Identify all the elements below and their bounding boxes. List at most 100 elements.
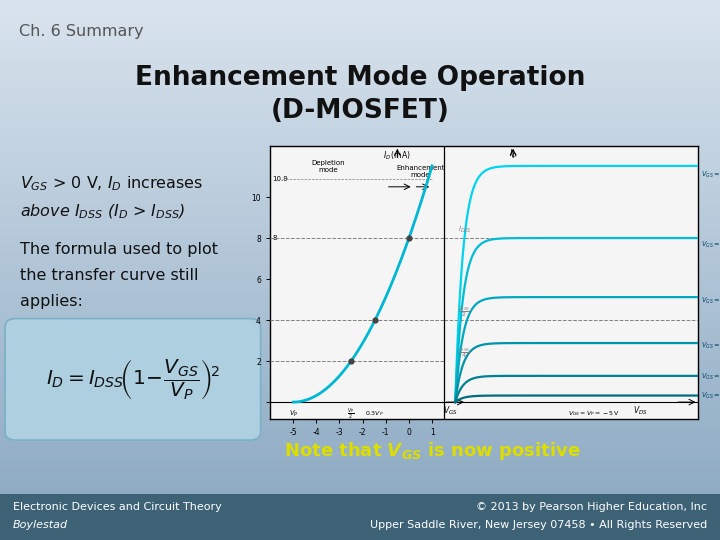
Bar (0, 3, 720, 5)
Bar (0, 27, 720, 30)
Bar (0, 259, 720, 262)
Bar (0, 502, 720, 505)
Bar (0, 418, 720, 421)
Bar (0, 356, 720, 359)
Bar (0, 443, 720, 445)
Bar (0, 211, 720, 213)
FancyBboxPatch shape (5, 319, 261, 440)
Bar (0, 305, 720, 308)
Text: $I_D\,(\mathrm{mA})$: $I_D\,(\mathrm{mA})$ (384, 150, 411, 163)
Text: above $I_{DSS}$ ($I_D$ > $I_{DSS}$): above $I_{DSS}$ ($I_D$ > $I_{DSS}$) (20, 202, 186, 221)
Bar (0, 78, 720, 81)
Text: $V_P$: $V_P$ (289, 408, 298, 418)
Text: $V_{GS}=-4\,\mathrm{V}$: $V_{GS}=-4\,\mathrm{V}$ (701, 391, 720, 401)
Bar (0, 529, 720, 532)
Bar (0, 265, 720, 267)
Bar (0, 491, 720, 494)
Bar (0, 494, 720, 540)
Bar (0, 410, 720, 413)
Bar (0, 197, 720, 200)
Bar (0, 294, 720, 297)
Bar (0, 381, 720, 383)
Text: $V_{GS}=V_P=-5\,\mathrm{V}$: $V_{GS}=V_P=-5\,\mathrm{V}$ (568, 409, 620, 418)
Bar (0, 537, 720, 540)
Text: the transfer curve still: the transfer curve still (20, 268, 199, 283)
Bar (0, 394, 720, 397)
Bar (0, 202, 720, 205)
Bar (0, 116, 720, 119)
Bar (0, 108, 720, 111)
Bar (0, 446, 720, 448)
Bar (0, 35, 720, 38)
Text: 10.9: 10.9 (272, 176, 288, 181)
Bar (0, 535, 720, 537)
Bar (0, 278, 720, 281)
Bar (0, 343, 720, 346)
Bar (0, 81, 720, 84)
Bar (0, 51, 720, 54)
Bar (0, 132, 720, 135)
Bar (0, 119, 720, 122)
Bar (0, 103, 720, 105)
Bar (0, 494, 720, 497)
Bar (0, 92, 720, 94)
Bar (0, 254, 720, 256)
Bar (0, 392, 720, 394)
Bar (0, 73, 720, 76)
Bar (0, 513, 720, 516)
Bar (0, 335, 720, 338)
Bar (0, 386, 720, 389)
Bar (0, 173, 720, 176)
Bar (0, 151, 720, 154)
Text: Depletion
mode: Depletion mode (311, 160, 345, 173)
Bar (0, 416, 720, 418)
Bar (0, 378, 720, 381)
Bar (0, 11, 720, 14)
Bar (0, 59, 720, 62)
Bar (0, 111, 720, 113)
Bar (0, 14, 720, 16)
Bar (0, 205, 720, 208)
Bar (0, 413, 720, 416)
Bar (0, 0, 720, 3)
Bar (0, 440, 720, 443)
Bar (0, 351, 720, 354)
Bar (0, 240, 720, 243)
Bar (0, 346, 720, 348)
Bar (0, 219, 720, 221)
Bar (0, 313, 720, 316)
Bar (0, 76, 720, 78)
Text: $\dfrac{I_{DSS}}{2}$: $\dfrac{I_{DSS}}{2}$ (458, 304, 470, 319)
Bar (0, 370, 720, 373)
Bar (0, 140, 720, 143)
Bar (0, 154, 720, 157)
Bar (0, 143, 720, 146)
Bar (0, 246, 720, 248)
Bar (0, 400, 720, 402)
Bar (0, 38, 720, 40)
Text: Electronic Devices and Circuit Theory: Electronic Devices and Circuit Theory (13, 502, 222, 511)
Text: $V_{GS}=0\,\mathrm{V}$: $V_{GS}=0\,\mathrm{V}$ (701, 240, 720, 249)
Text: $\frac{V_P}{2}$: $\frac{V_P}{2}$ (348, 406, 355, 421)
Bar (0, 489, 720, 491)
Bar (0, 518, 720, 521)
Bar (0, 181, 720, 184)
Bar (0, 456, 720, 459)
Bar (0, 213, 720, 216)
Bar (0, 448, 720, 451)
Bar (0, 521, 720, 524)
Bar (0, 97, 720, 100)
Bar (0, 40, 720, 43)
Bar (0, 478, 720, 481)
Bar (0, 464, 720, 467)
Bar (0, 270, 720, 273)
Bar (0, 230, 720, 232)
Text: $V_{GS}=+1\,\mathrm{V}$: $V_{GS}=+1\,\mathrm{V}$ (701, 170, 720, 180)
Bar (0, 297, 720, 300)
Bar (0, 32, 720, 35)
Bar (0, 273, 720, 275)
Text: Enhancement Mode Operation: Enhancement Mode Operation (135, 65, 585, 91)
Bar (0, 157, 720, 159)
Bar (0, 24, 720, 27)
Bar (0, 19, 720, 22)
